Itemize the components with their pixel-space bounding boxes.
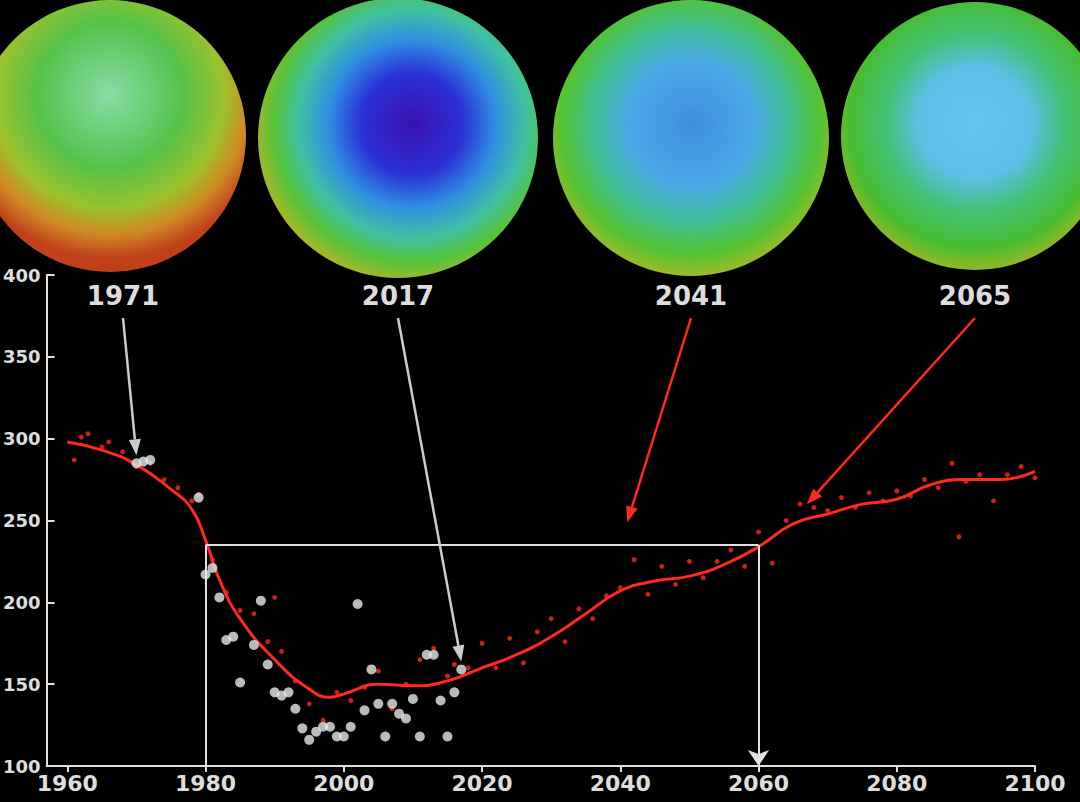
svg-text:150: 150 [3, 674, 41, 695]
svg-text:1971: 1971 [87, 281, 159, 311]
svg-text:100: 100 [3, 756, 41, 777]
svg-text:2100: 2100 [1004, 771, 1065, 796]
svg-text:2040: 2040 [590, 771, 651, 796]
svg-text:1980: 1980 [175, 771, 236, 796]
svg-text:2060: 2060 [728, 771, 789, 796]
svg-text:2065: 2065 [939, 281, 1011, 311]
svg-text:250: 250 [3, 510, 41, 531]
svg-text:400: 400 [3, 265, 41, 286]
svg-text:2020: 2020 [451, 771, 512, 796]
svg-text:200: 200 [3, 592, 41, 613]
svg-text:1960: 1960 [37, 771, 98, 796]
svg-text:2041: 2041 [655, 281, 727, 311]
svg-text:2000: 2000 [313, 771, 374, 796]
svg-text:300: 300 [3, 428, 41, 449]
svg-text:2080: 2080 [866, 771, 927, 796]
svg-text:2017: 2017 [362, 281, 434, 311]
svg-text:350: 350 [3, 346, 41, 367]
